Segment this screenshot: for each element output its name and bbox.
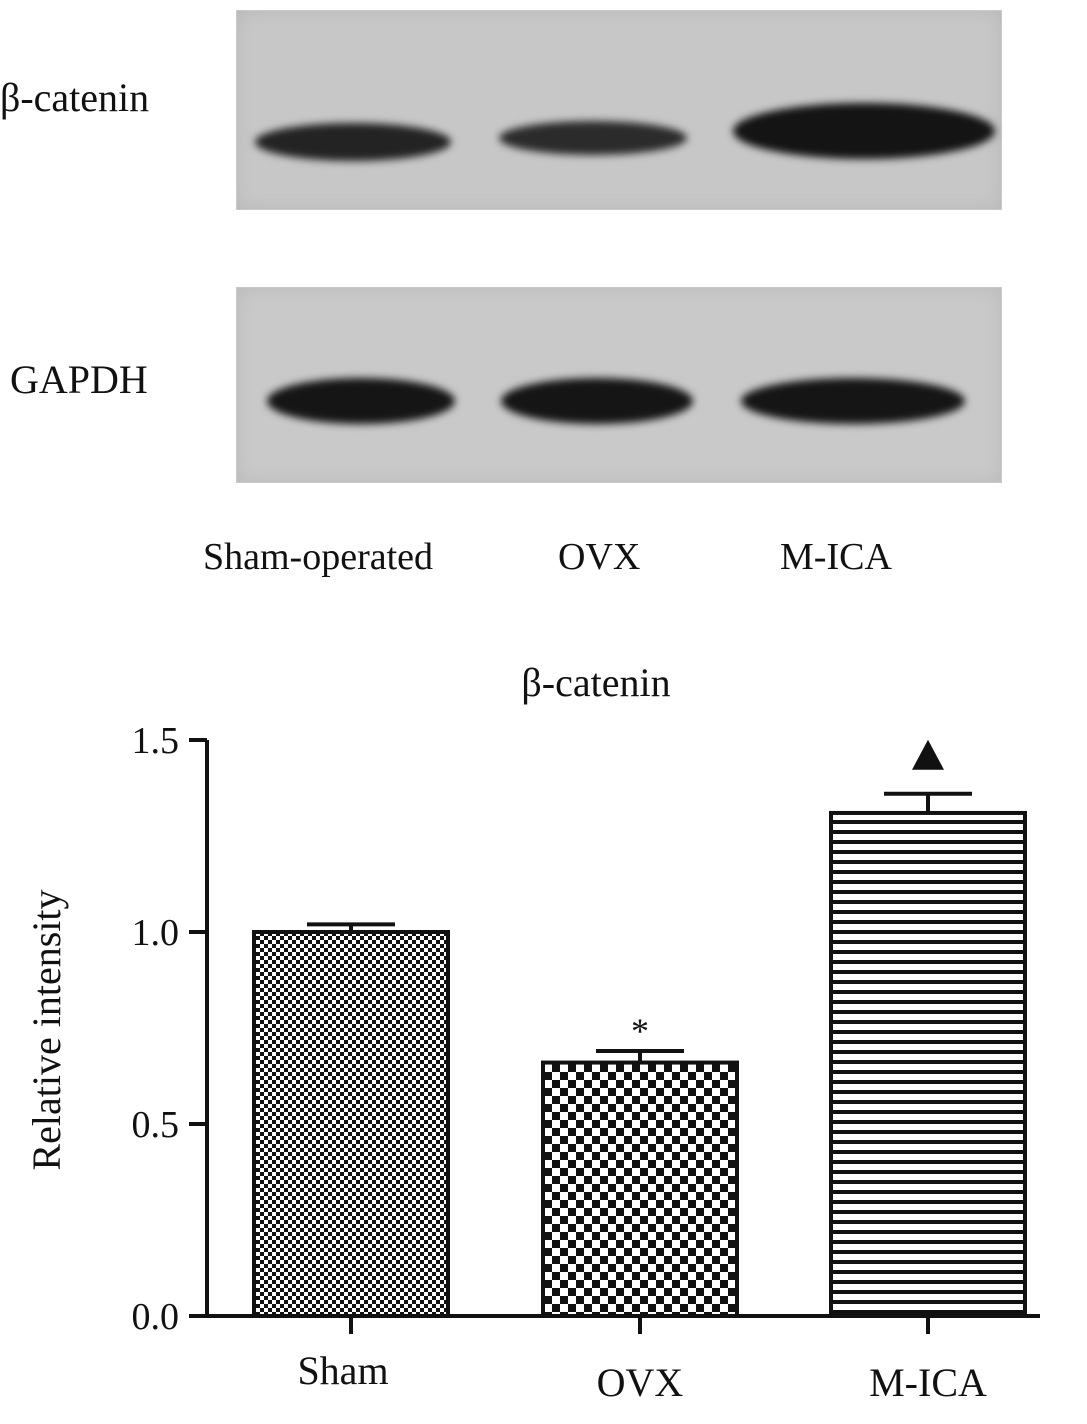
blot-band-beta-catenin-sham <box>255 123 451 161</box>
blot-band-gapdh-mica <box>741 378 965 424</box>
x-tick-label-0: Sham <box>297 1348 388 1393</box>
y-tick-label-0: 0.0 <box>132 1296 180 1338</box>
blot-strip-gapdh <box>236 287 1002 483</box>
bar-m-ica <box>829 810 1027 1319</box>
blot-strip-beta-catenin <box>236 10 1002 210</box>
significance-triangle-icon <box>912 739 944 770</box>
significance-mark-1: * <box>631 1011 649 1051</box>
y-axis-label: Relative intensity <box>24 889 69 1170</box>
bar-chart: β-catenin Relative intensity 0.0 0.5 1.0 1.… <box>24 660 1040 1405</box>
blot-row-label-beta-catenin: β-catenin <box>0 75 150 120</box>
blot-band-beta-catenin-ovx <box>499 121 687 155</box>
blot-row-label-gapdh: GAPDH <box>10 357 148 402</box>
lane-label-mica: M-ICA <box>780 536 892 578</box>
y-tick-label-3: 1.5 <box>132 720 180 762</box>
axis-tick-labels: 0.0 0.5 1.0 1.5 Sham OVX * M-ICA <box>132 720 987 1405</box>
bar-ovx <box>541 1060 739 1318</box>
blot-band-beta-catenin-mica <box>733 103 995 159</box>
blot-band-gapdh-ovx <box>501 378 693 424</box>
lane-label-ovx: OVX <box>558 536 641 578</box>
y-tick-label-2: 1.0 <box>132 912 180 954</box>
lane-label-sham-operated: Sham-operated <box>203 536 434 578</box>
chart-title: β-catenin <box>521 660 670 705</box>
y-tick-label-1: 0.5 <box>132 1104 180 1146</box>
bars <box>252 791 1027 1319</box>
x-tick-label-2: M-ICA <box>869 1360 987 1405</box>
blot-band-gapdh-sham <box>267 378 455 424</box>
x-tick-label-1: OVX <box>597 1360 684 1405</box>
bar-sham <box>252 930 450 1318</box>
